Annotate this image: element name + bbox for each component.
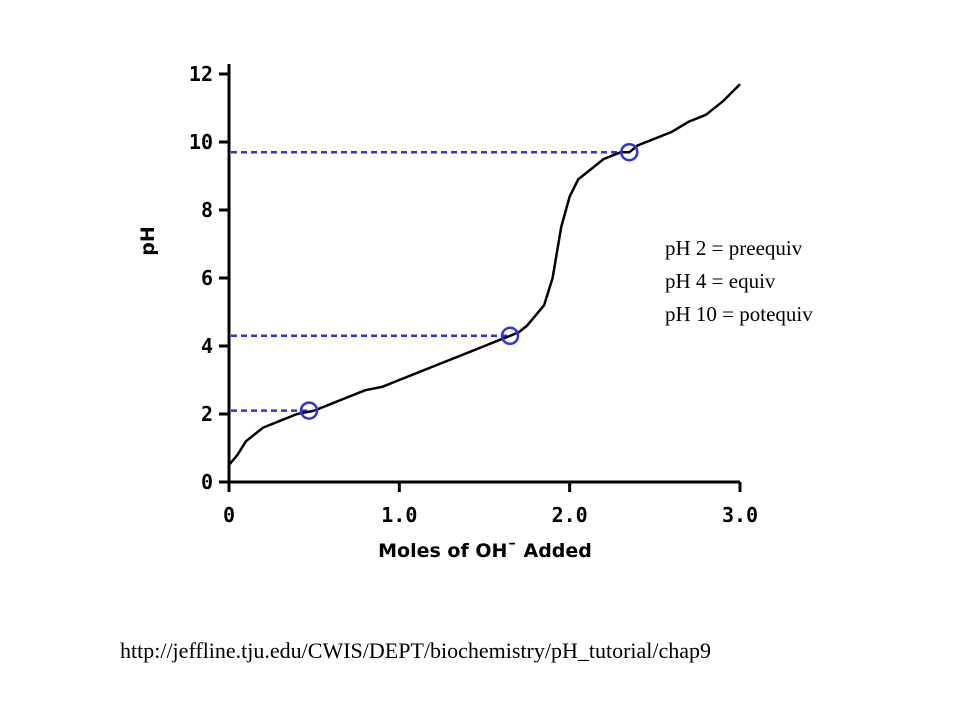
y-tick-label: 8: [201, 198, 213, 222]
note-preequiv: pH 2 = preequiv: [665, 236, 803, 260]
note-equiv: pH 4 = equiv: [665, 269, 776, 293]
series-line: [228, 83, 741, 466]
source-url: http://jeffline.tju.edu/CWIS/DEPT/bioche…: [120, 638, 712, 663]
y-tick-label: 2: [201, 402, 213, 426]
point-marker: [620, 142, 639, 162]
marker-group: [299, 142, 639, 420]
point-marker: [299, 401, 319, 420]
annotation-notes: pH 2 = preequiv pH 4 = equiv pH 10 = pot…: [665, 232, 813, 331]
y-tick-label: 12: [189, 62, 213, 86]
x-tick-label: 3.0: [722, 503, 758, 527]
x-axis-label: Moles of OH¯ Added: [378, 540, 592, 562]
series-group: [228, 83, 741, 466]
note-postequiv: pH 10 = potequiv: [665, 302, 813, 326]
y-tick-label: 0: [201, 470, 213, 494]
chart-axes: [219, 64, 742, 492]
tick-label-group: 0 2 4 6 8 10 12 0 1.0 2.0 3.0: [189, 62, 758, 527]
guide-lines: [231, 150, 630, 412]
x-tick-label: 2.0: [552, 503, 588, 527]
y-axis-label: pH: [137, 226, 159, 256]
x-tick-label: 1.0: [381, 503, 417, 527]
x-tick-label: 0: [223, 503, 235, 527]
y-tick-label: 10: [189, 130, 213, 154]
y-tick-label: 4: [201, 334, 213, 358]
point-marker: [500, 326, 520, 346]
y-tick-label: 6: [201, 266, 213, 290]
